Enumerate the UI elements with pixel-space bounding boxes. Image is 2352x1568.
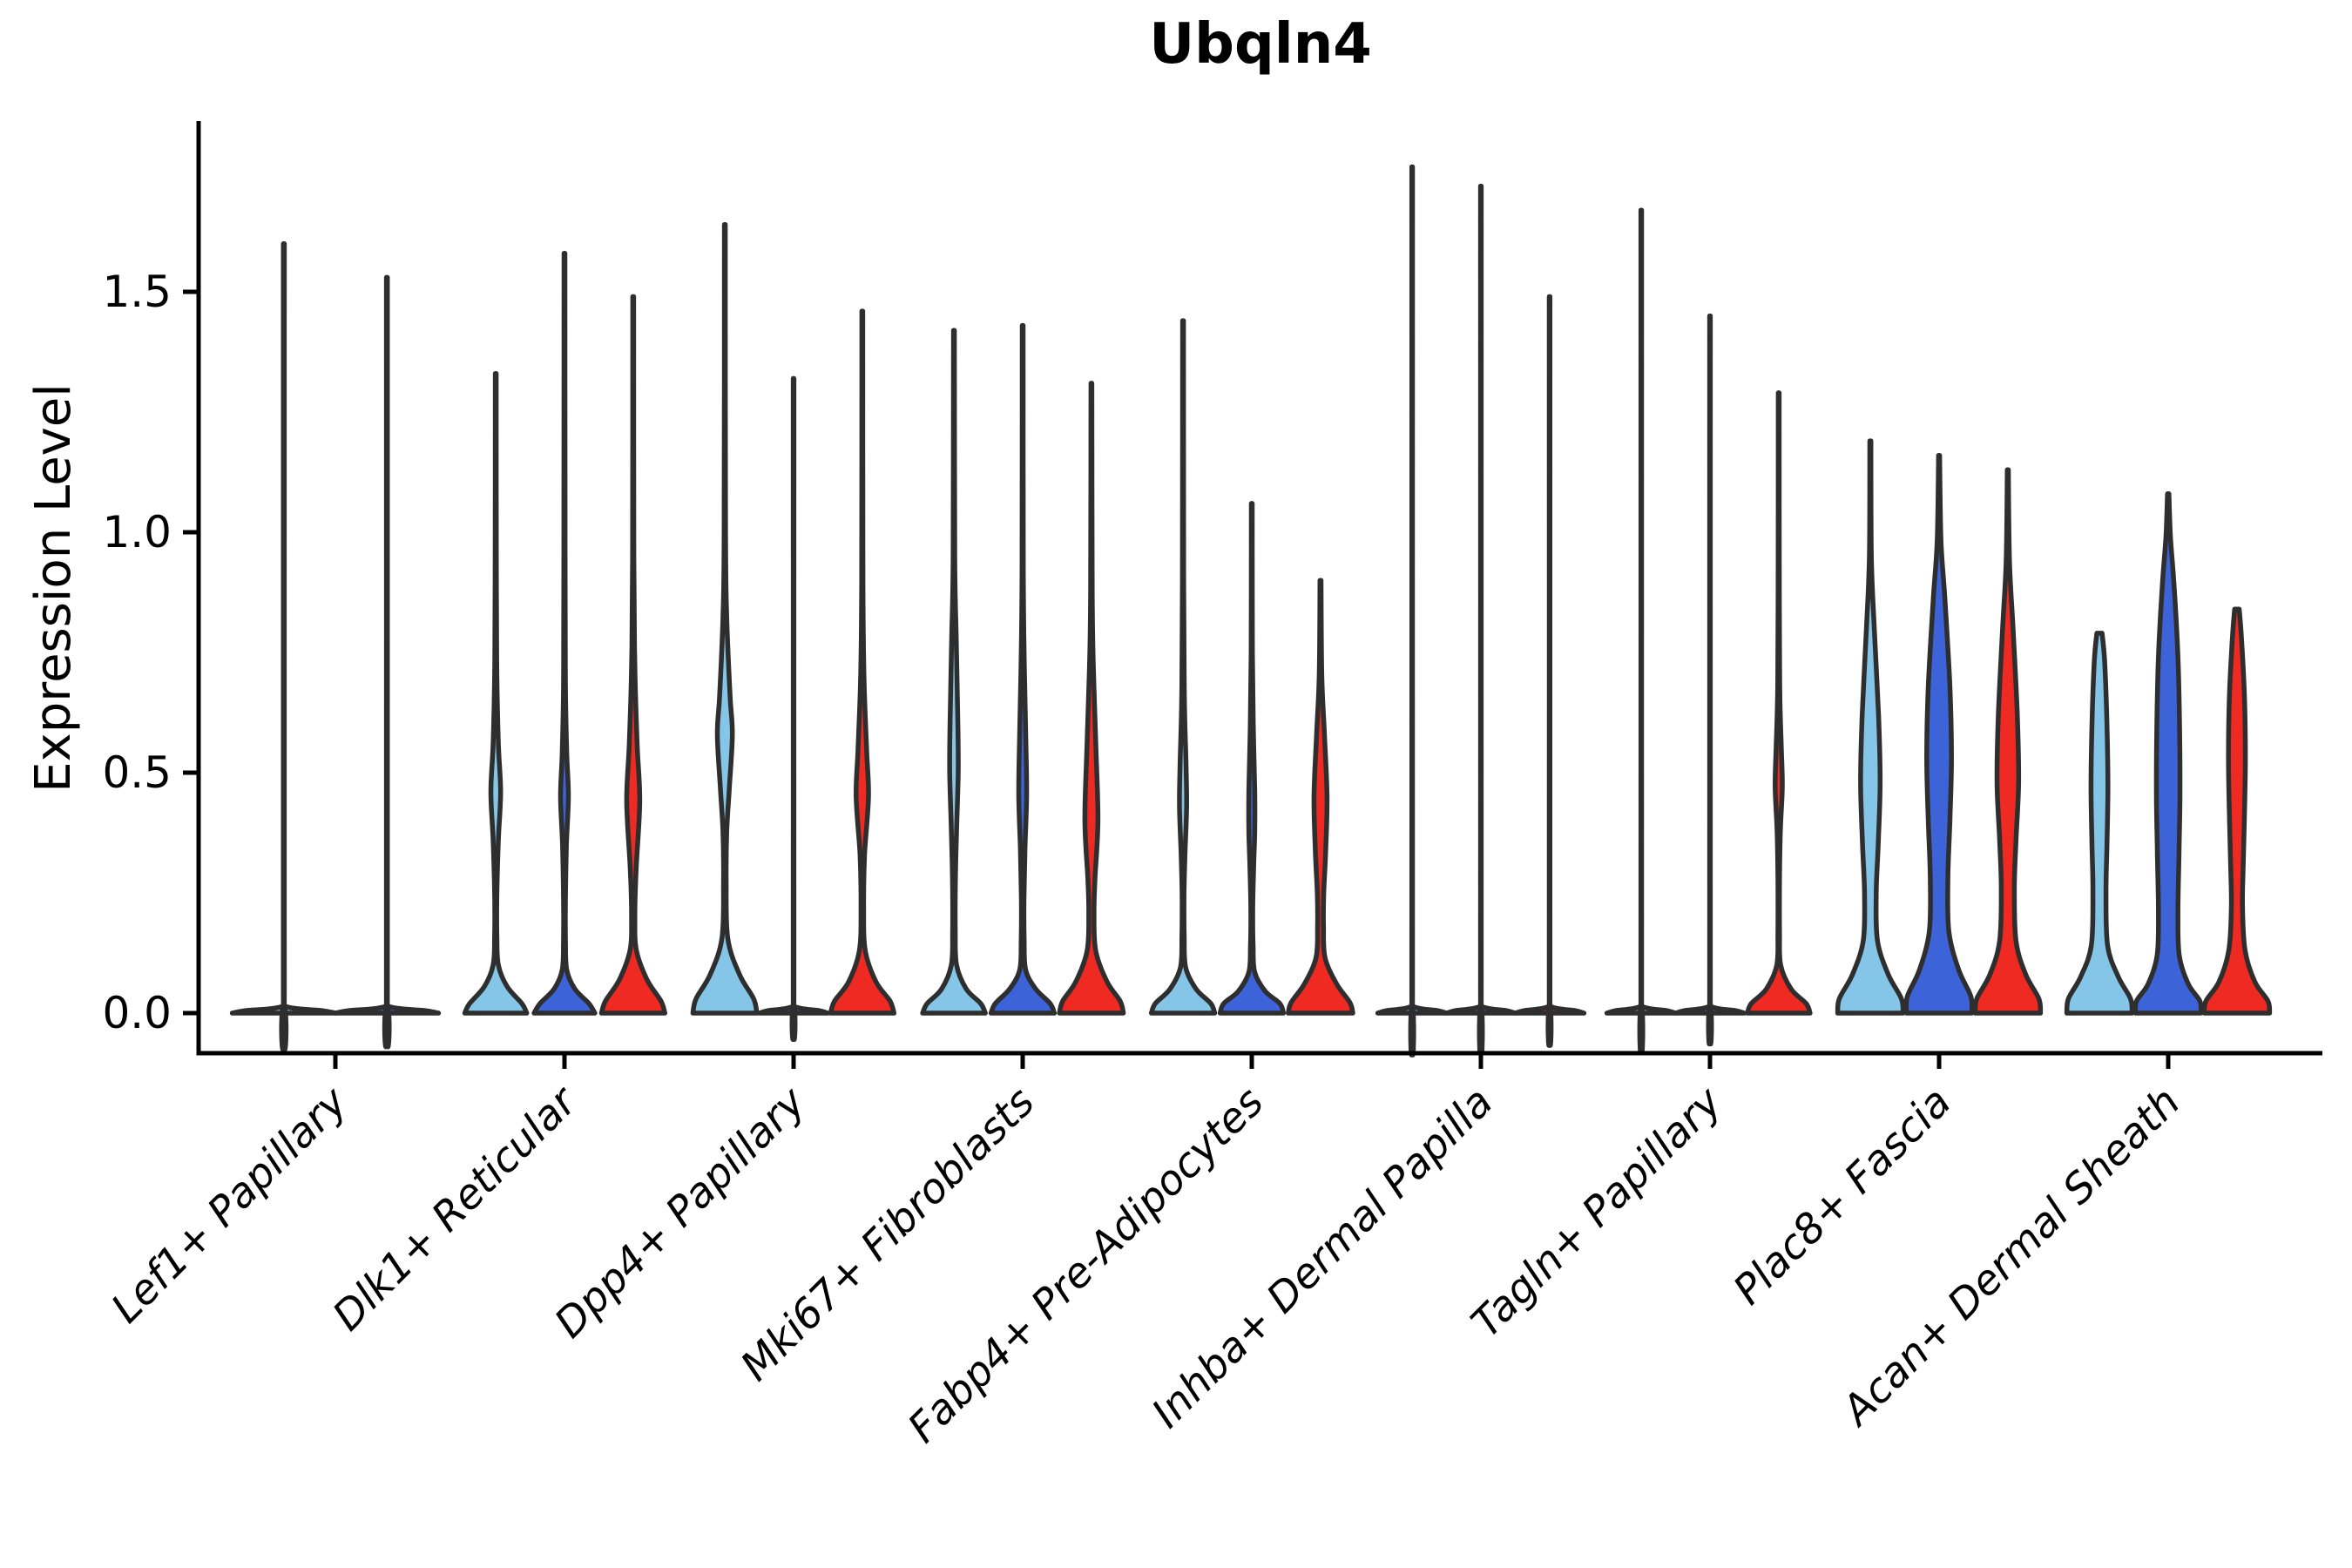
violin-sky-tagln-papillary	[1604, 207, 1679, 1054]
y-tick-label: 0.0	[102, 988, 172, 1038]
x-tick-label: Lef1+ Papillary	[102, 1078, 357, 1333]
violins-layer	[229, 164, 2273, 1058]
violin-red-plac8-fascia	[1972, 467, 2044, 1016]
violin-sky-inhba-dermal-papilla	[1375, 164, 1450, 1058]
violin-royal-inhba-dermal-papilla	[1443, 183, 1518, 1056]
violin-royal-dpp4-papillary	[756, 375, 831, 1042]
y-tick-label: 1.5	[102, 267, 172, 317]
violin-sky-lef1-papillary	[229, 241, 338, 1052]
axes-layer	[196, 121, 2322, 1056]
violin-red-fabp4-pre-adipocytes	[1286, 578, 1355, 1016]
violin-red-inhba-dermal-papilla	[1512, 294, 1587, 1048]
violin-royal-acan-dermal-sheath	[2132, 491, 2204, 1016]
violin-red-acan-dermal-sheath	[2201, 606, 2273, 1016]
x-tick-label: Plac8+ Fascia	[1724, 1078, 1960, 1315]
violin-royal-mki67-fibroblasts	[988, 322, 1058, 1016]
violin-sky-mki67-fibroblasts	[920, 328, 988, 1016]
y-tick-label: 1.0	[102, 507, 172, 558]
violin-sky-plac8-fascia	[1835, 438, 1906, 1016]
violin-royal-dlk1-reticular	[531, 251, 598, 1016]
violin-sky-fabp4-pre-adipocytes	[1148, 318, 1218, 1016]
violin-red-dpp4-papillary	[828, 308, 897, 1016]
y-axis-label: Expression Level	[25, 383, 82, 793]
violin-royal-tagln-papillary	[1673, 313, 1747, 1047]
chart-title: Ubqln4	[1149, 12, 1372, 77]
y-tick-layer: 0.0 0.5 1.0 1.5	[102, 267, 199, 1038]
violin-royal-fabp4-pre-adipocytes	[1217, 501, 1287, 1016]
x-tick-label: Tagln+ Papillary	[1463, 1078, 1733, 1348]
x-tick-label: Dlk1+ Reticular	[324, 1077, 588, 1341]
violin-sky-dlk1-reticular	[462, 371, 530, 1016]
y-tick-label: 0.5	[102, 747, 172, 798]
x-tick-label: Dpp4+ Papillary	[545, 1078, 815, 1348]
violin-sky-acan-dermal-sheath	[2064, 631, 2135, 1016]
violin-red-dlk1-reticular	[598, 294, 668, 1016]
violin-royal-plac8-fascia	[1903, 452, 1975, 1016]
violin-sky-dpp4-papillary	[690, 221, 760, 1016]
violin-red-mki67-fibroblasts	[1057, 381, 1126, 1016]
violin-red-tagln-papillary	[1745, 390, 1813, 1016]
violin-royal-lef1-papillary	[333, 274, 442, 1050]
